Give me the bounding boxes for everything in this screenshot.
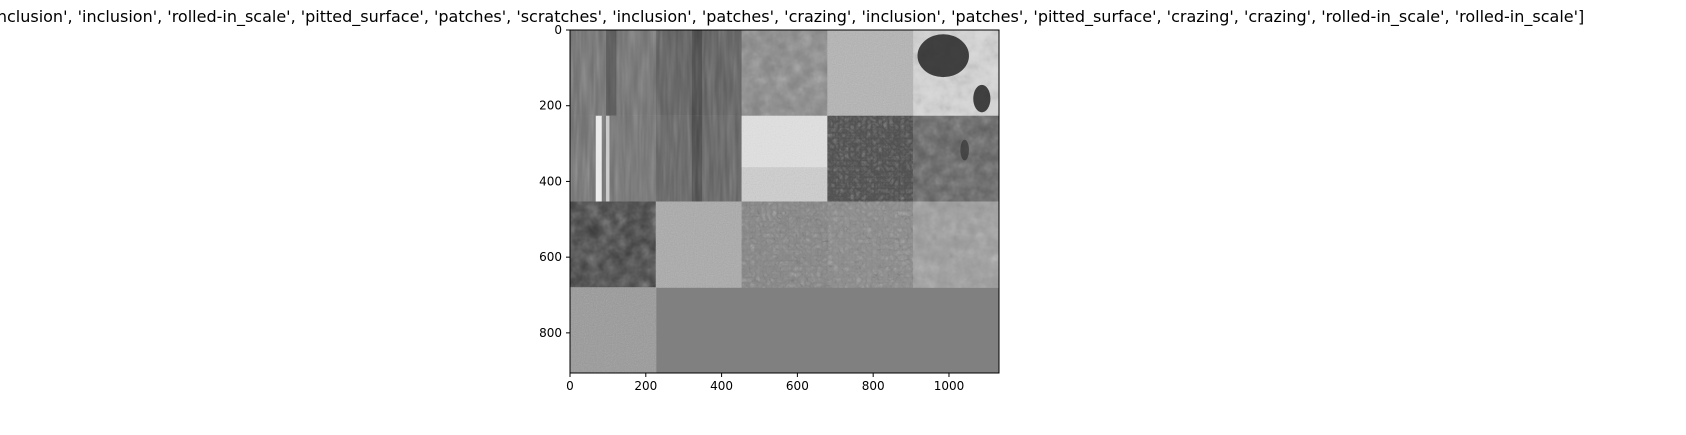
tile-texture bbox=[656, 202, 742, 288]
y-tick-label: 0 bbox=[554, 23, 562, 37]
x-axis: 0 200 400 600 800 1000 bbox=[566, 373, 964, 393]
image-tile bbox=[742, 30, 828, 116]
figure-title: ['inclusion', 'inclusion', 'rolled-in_sc… bbox=[0, 7, 1584, 27]
image-tile bbox=[570, 116, 656, 202]
y-tick-label: 400 bbox=[539, 174, 562, 188]
tile-spot bbox=[960, 140, 969, 161]
x-tick-label: 1000 bbox=[934, 379, 965, 393]
tile-texture bbox=[827, 30, 913, 116]
tile-blotch bbox=[973, 85, 990, 112]
y-tick-label: 200 bbox=[539, 99, 562, 113]
image-tile bbox=[913, 202, 999, 288]
tile-streak bbox=[692, 30, 702, 116]
image-tile bbox=[656, 116, 742, 202]
y-axis: 0 200 400 600 800 bbox=[539, 23, 570, 340]
tile-scratch bbox=[596, 116, 602, 202]
tile-texture bbox=[913, 116, 999, 202]
x-tick-label: 0 bbox=[566, 379, 574, 393]
tile-wash bbox=[742, 116, 828, 167]
tile-texture bbox=[570, 202, 656, 288]
tile-blotch bbox=[917, 34, 968, 77]
tile-streak bbox=[692, 116, 702, 202]
image-tile bbox=[656, 30, 742, 116]
image-tile bbox=[570, 287, 656, 373]
image-grid bbox=[570, 30, 1000, 374]
x-tick-label: 600 bbox=[786, 379, 809, 393]
tile-texture bbox=[570, 287, 656, 373]
x-tick-label: 400 bbox=[710, 379, 733, 393]
tile-streak bbox=[606, 30, 616, 116]
x-tick-label: 200 bbox=[634, 379, 657, 393]
image-tile bbox=[827, 30, 913, 116]
image-tile bbox=[827, 116, 913, 202]
x-tick-label: 800 bbox=[862, 379, 885, 393]
image-tile bbox=[742, 116, 828, 202]
image-tile bbox=[570, 30, 656, 116]
image-tile bbox=[913, 116, 999, 202]
tile-texture bbox=[913, 202, 999, 288]
image-tile bbox=[827, 202, 913, 288]
tile-texture bbox=[827, 202, 913, 288]
tile-texture bbox=[570, 116, 656, 202]
image-tile bbox=[570, 202, 656, 288]
y-tick-label: 800 bbox=[539, 326, 562, 340]
tile-texture bbox=[827, 116, 913, 202]
tile-texture bbox=[742, 30, 828, 116]
image-tile bbox=[913, 30, 999, 116]
image-tile bbox=[656, 202, 742, 288]
image-tile bbox=[742, 202, 828, 288]
y-tick-label: 600 bbox=[539, 250, 562, 264]
tile-scratch bbox=[606, 116, 609, 202]
tile-texture bbox=[742, 202, 828, 288]
